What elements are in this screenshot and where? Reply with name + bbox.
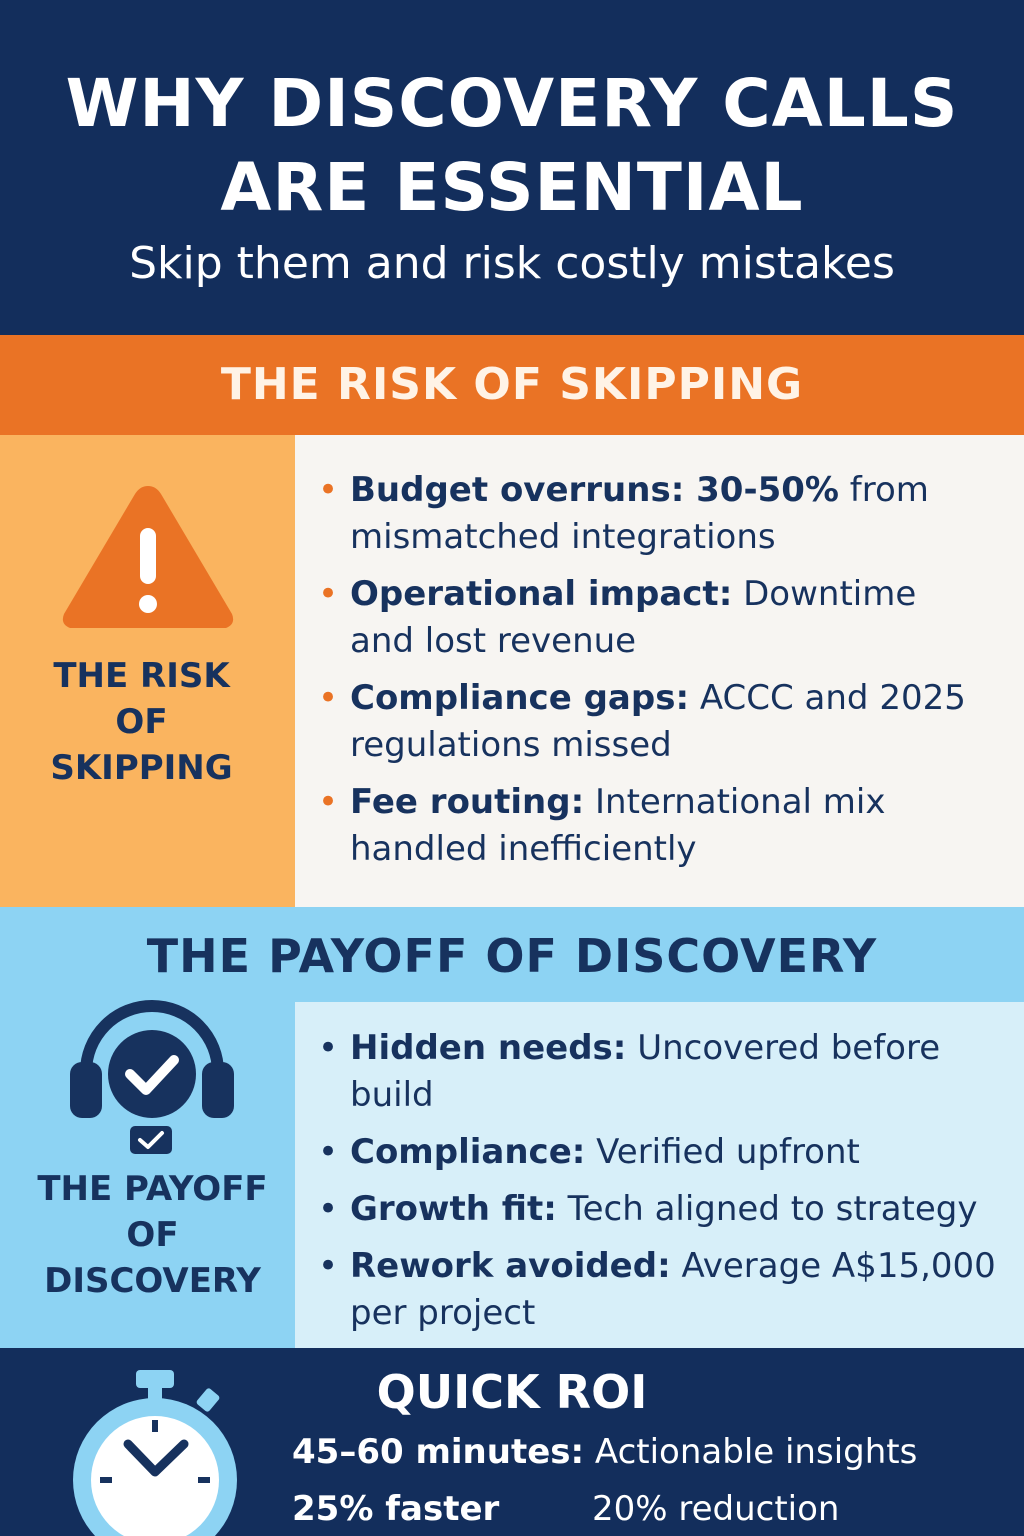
bullet-text-line2: handled inefficiently xyxy=(350,829,697,869)
risk-side-label-line-3: SKIPPING xyxy=(50,748,233,788)
bullet-bold: Budget overruns: 30-50% xyxy=(350,470,839,510)
roi-stat-faster-text: 25% faster xyxy=(292,1489,500,1529)
bullet-bold: Compliance: xyxy=(350,1132,586,1172)
warning-triangle-icon xyxy=(62,486,234,628)
roi-title: QUICK ROI xyxy=(376,1365,648,1419)
bullet-text-line2: build xyxy=(350,1075,434,1115)
page-title: WHY DISCOVERY CALLS ARE ESSENTIAL xyxy=(0,62,1024,230)
bullet-dot: • xyxy=(318,470,339,510)
bullet-dot: • xyxy=(318,1028,339,1068)
title-line-1: WHY DISCOVERY CALLS xyxy=(65,65,959,142)
list-item: • Fee routing: International mix handled… xyxy=(318,779,966,873)
payoff-bullets-panel xyxy=(295,1002,1024,1348)
bullet-text: Downtime xyxy=(732,574,917,614)
bullet-dot: • xyxy=(318,574,339,614)
payoff-side-label-line-3: DISCOVERY xyxy=(44,1261,261,1301)
bullet-dot: • xyxy=(318,1132,339,1172)
title-line-2: ARE ESSENTIAL xyxy=(220,149,804,226)
bullet-text-line2: regulations missed xyxy=(350,725,672,765)
bullet-bold: Hidden needs: xyxy=(350,1028,627,1068)
stopwatch-icon xyxy=(73,1370,237,1536)
payoff-banner: THE PAYOFF OF DISCOVERY xyxy=(0,907,1024,1002)
payoff-side-label-line-1: THE PAYOFF xyxy=(37,1169,268,1209)
bullet-text: from xyxy=(838,470,929,510)
risk-bullets-panel xyxy=(295,435,1024,907)
bullet-bold: Operational impact: xyxy=(350,574,733,614)
bullet-dot: • xyxy=(318,1246,339,1286)
bullet-dot: • xyxy=(318,782,339,822)
bullet-dot: • xyxy=(318,678,339,718)
list-item: • Growth fit: Tech aligned to strategy xyxy=(318,1186,996,1233)
risk-side-label-line-1: THE RISK xyxy=(53,656,230,696)
payoff-bullet-list: • Hidden needs: Uncovered before build •… xyxy=(318,1025,996,1337)
bullet-text-line2: and lost revenue xyxy=(350,621,637,661)
bullet-text-line2: per project xyxy=(350,1293,536,1333)
bullet-text-line2: mismatched integrations xyxy=(350,517,776,557)
roi-line-1-bold: 45–60 minutes: xyxy=(292,1432,585,1472)
list-item: • Hidden needs: Uncovered before build xyxy=(318,1025,996,1119)
bullet-text: Average A$15,000 xyxy=(670,1246,996,1286)
bullet-bold: Compliance gaps: xyxy=(350,678,690,718)
bullet-text: Verified upfront xyxy=(585,1132,860,1172)
roi-stat-reduction-text: 20% reduction xyxy=(592,1489,840,1529)
risk-side-label-line-2: OF xyxy=(115,702,168,742)
list-item: • Rework avoided: Average A$15,000 per p… xyxy=(318,1243,996,1337)
risk-banner-title: THE RISK OF SKIPPING xyxy=(220,359,804,410)
list-item: • Operational impact: Downtime and lost … xyxy=(318,571,966,665)
bullet-bold: Fee routing: xyxy=(350,782,585,822)
bullet-dot: • xyxy=(318,1189,339,1229)
roi-stat-reduction: 20% reduction xyxy=(592,1487,839,1531)
payoff-banner-title: THE PAYOFF OF DISCOVERY xyxy=(146,929,878,983)
payoff-side-label: THE PAYOFF OF DISCOVERY xyxy=(0,1166,305,1304)
risk-side-label: THE RISK OF SKIPPING xyxy=(0,653,283,791)
page-subtitle: Skip them and risk costly mistakes xyxy=(129,238,895,289)
headset-check-icon xyxy=(70,1000,234,1154)
bullet-bold: Growth fit: xyxy=(350,1189,557,1229)
bullet-text: Uncovered before xyxy=(626,1028,941,1068)
risk-banner: THE RISK OF SKIPPING xyxy=(0,335,1024,435)
header: WHY DISCOVERY CALLS ARE ESSENTIAL Skip t… xyxy=(0,0,1024,335)
roi-stat-faster: 25% faster xyxy=(292,1487,499,1531)
bullet-bold: Rework avoided: xyxy=(350,1246,671,1286)
payoff-side-label-line-2: OF xyxy=(126,1215,179,1255)
risk-bullet-list: • Budget overruns: 30-50% from mismatche… xyxy=(318,467,966,873)
bullet-text: International mix xyxy=(584,782,886,822)
bullet-text: ACCC and 2025 xyxy=(689,678,966,718)
list-item: • Compliance: Verified upfront xyxy=(318,1129,996,1176)
list-item: • Compliance gaps: ACCC and 2025 regulat… xyxy=(318,675,966,769)
roi-line-1-text: Actionable insights xyxy=(584,1432,918,1472)
roi-line-1: 45–60 minutes: Actionable insights xyxy=(292,1430,917,1474)
bullet-text: Tech aligned to strategy xyxy=(556,1189,978,1229)
list-item: • Budget overruns: 30-50% from mismatche… xyxy=(318,467,966,561)
